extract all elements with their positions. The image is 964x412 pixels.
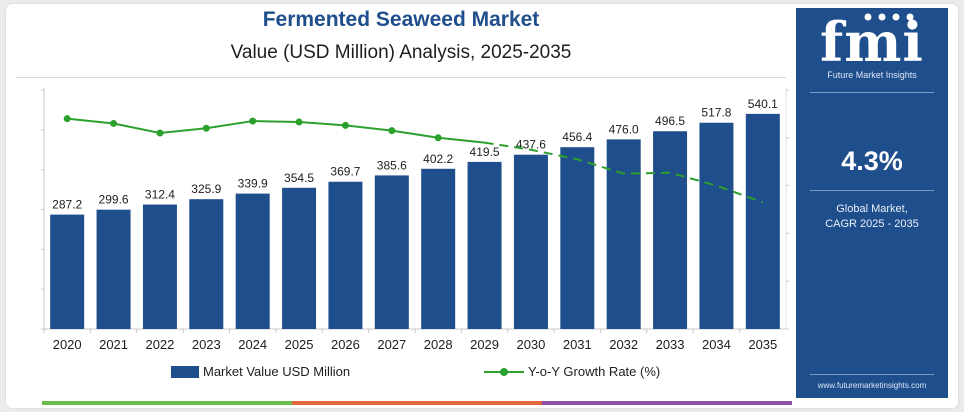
growth-point-2022 <box>156 129 164 137</box>
bar-2030 <box>513 154 548 329</box>
chart-card: Fermented Seaweed Market Value (USD Mill… <box>6 4 958 408</box>
cagr-label-line-1: Global Market, <box>836 203 908 215</box>
growth-point-2024 <box>249 117 257 125</box>
bar-2029 <box>467 161 502 329</box>
x-tick-label-2032: 2032 <box>609 337 638 352</box>
growth-line-dashed <box>484 141 764 204</box>
bar-2034 <box>699 122 734 329</box>
data-label-2033: 496.5 <box>655 114 685 128</box>
panel-divider-bottom <box>810 374 934 375</box>
growth-point-2021 <box>110 119 118 127</box>
cagr-value: 4.3% <box>841 146 903 176</box>
legend-line-swatch <box>484 366 524 378</box>
website-link[interactable]: www.futuremarketinsights.com <box>817 381 927 390</box>
data-label-2026: 369.7 <box>330 165 360 179</box>
x-tick-label-2021: 2021 <box>99 337 128 352</box>
x-tick-label-2026: 2026 <box>331 337 360 352</box>
accent-stripes <box>42 401 792 405</box>
chart-subtitle: Value (USD Million) Analysis, 2025-2035 <box>230 42 572 63</box>
panel-divider-top <box>810 92 934 93</box>
bar-2025 <box>282 187 317 329</box>
bar-2022 <box>142 204 177 329</box>
bar-2021 <box>96 209 131 329</box>
bar-2033 <box>653 131 688 329</box>
data-label-2027: 385.6 <box>377 158 407 172</box>
accent-stripe-orange <box>292 401 542 405</box>
fmi-logo: fmi <box>820 10 924 74</box>
x-tick-label-2022: 2022 <box>145 337 174 352</box>
cagr-label: Global Market, CAGR 2025 - 2035 <box>796 202 948 232</box>
x-tick-label-2029: 2029 <box>470 337 499 352</box>
x-tick-label-2034: 2034 <box>702 337 731 352</box>
growth-point-2028 <box>434 134 442 142</box>
x-tick-label-2025: 2025 <box>285 337 314 352</box>
cagr-panel: fmi Future Market Insights 4.3% Global M… <box>796 8 948 398</box>
data-label-2032: 476.0 <box>609 122 639 136</box>
x-tick-label-2027: 2027 <box>377 337 406 352</box>
legend-bar-swatch <box>171 365 199 378</box>
x-tick-label-2020: 2020 <box>53 337 82 352</box>
accent-stripe-green <box>42 401 292 405</box>
x-tick-label-2035: 2035 <box>748 337 777 352</box>
growth-point-2023 <box>202 124 210 132</box>
data-label-2035: 540.1 <box>748 97 778 111</box>
logo-dots-icon <box>864 13 914 21</box>
data-label-2024: 339.9 <box>238 177 268 191</box>
growth-point-2020 <box>63 115 71 123</box>
growth-line-solid <box>67 117 485 144</box>
x-tick-label-2031: 2031 <box>563 337 592 352</box>
accent-stripe-purple <box>542 401 792 405</box>
data-label-2028: 402.2 <box>423 152 453 166</box>
legend-line-label: Y-o-Y Growth Rate (%) <box>528 364 661 379</box>
bar-2035 <box>745 113 780 329</box>
bar-line-chart: 287.2 2020 299.6 2021 312.4 2022 325.9 2023 339.… <box>41 88 789 352</box>
bar-2024 <box>235 193 270 329</box>
logo-subtitle: Future Market Insights <box>827 70 917 80</box>
growth-point-2027 <box>388 127 396 135</box>
data-label-2034: 517.8 <box>701 106 731 120</box>
title-divider <box>16 77 786 78</box>
data-label-2020: 287.2 <box>52 198 82 212</box>
data-label-2025: 354.5 <box>284 171 314 185</box>
legend-item-market-value: Market Value USD Million <box>171 364 350 379</box>
bar-2027 <box>374 175 409 329</box>
data-label-2030: 437.6 <box>516 138 546 152</box>
cagr-label-line-2: CAGR 2025 - 2035 <box>825 218 919 230</box>
panel-divider-mid <box>810 190 934 191</box>
data-label-2021: 299.6 <box>99 193 129 207</box>
legend-item-growth-rate: Y-o-Y Growth Rate (%) <box>484 364 660 379</box>
growth-point-2026 <box>341 121 349 129</box>
bar-2028 <box>421 168 456 329</box>
x-tick-label-2023: 2023 <box>192 337 221 352</box>
data-label-2029: 419.5 <box>470 145 500 159</box>
x-tick-label-2030: 2030 <box>516 337 545 352</box>
data-label-2031: 456.4 <box>562 130 592 144</box>
bar-2020 <box>50 214 85 329</box>
bar-2023 <box>189 199 224 329</box>
chart-legend: Market Value USD Million Y-o-Y Growth Ra… <box>6 364 796 384</box>
bar-2026 <box>328 181 363 329</box>
bar-2032 <box>606 139 641 329</box>
data-label-2022: 312.4 <box>145 188 175 202</box>
bar-2031 <box>560 147 595 329</box>
x-tick-label-2033: 2033 <box>656 337 685 352</box>
legend-bar-label: Market Value USD Million <box>203 364 351 379</box>
x-tick-label-2028: 2028 <box>424 337 453 352</box>
growth-point-2025 <box>295 118 303 126</box>
data-label-2023: 325.9 <box>191 182 221 196</box>
x-tick-label-2024: 2024 <box>238 337 267 352</box>
chart-title: Fermented Seaweed Market <box>262 8 540 31</box>
